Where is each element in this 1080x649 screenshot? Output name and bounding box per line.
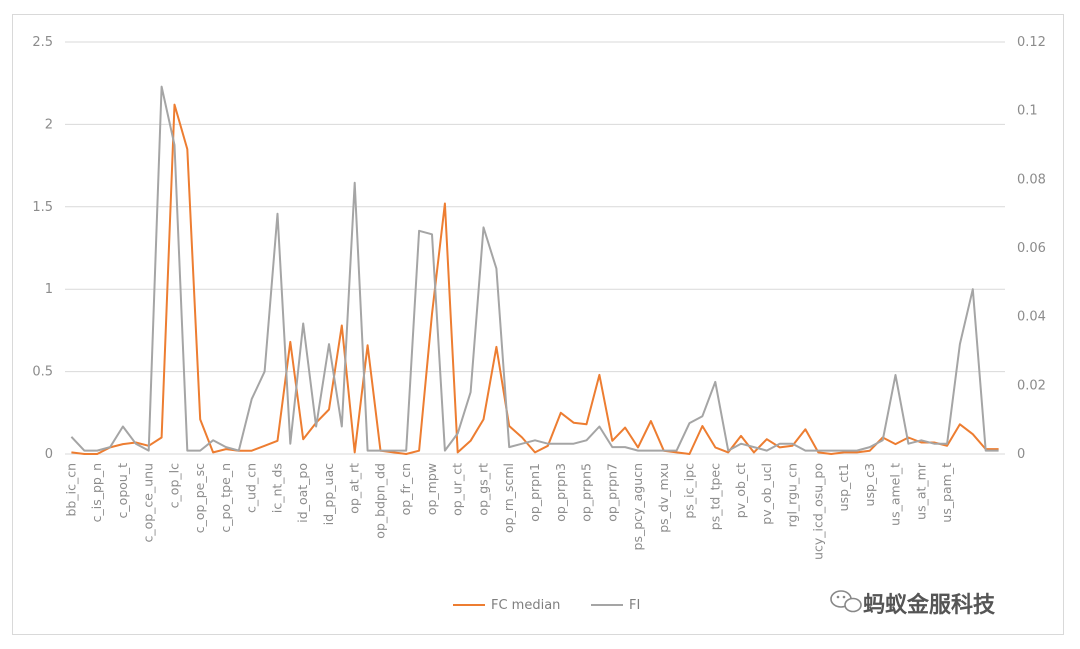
x-tick-label: us_at_mr [913, 462, 928, 520]
y-left-tick-label: 0.5 [32, 365, 53, 380]
x-tick-label: us_pam_t [939, 463, 954, 523]
x-axis: bb_ic_cn c_is_pp_n c_opou_t c_op_ce_unu c_op… [63, 462, 954, 560]
y-right-tick-label: 0.08 [1017, 172, 1046, 187]
x-tick-label: op_ur_ct [450, 463, 465, 516]
line-chart: 0 0.5 1 1.5 2 2.5 0 0.02 0.04 0.06 0.08 0.1 0.12 bb… [32, 35, 1046, 618]
series-line-fi [70, 85, 999, 452]
wechat-icon [830, 590, 862, 613]
x-tick-label: pv_ob_ct [733, 463, 748, 518]
x-tick-label: op_gs_rt [475, 463, 490, 516]
x-tick-label: ucy_icd_osu_po [810, 463, 825, 560]
x-tick-label: op_prpn3 [553, 463, 568, 522]
x-tick-label: op_rn_scml [501, 463, 516, 533]
x-tick-label: ps_dv_mxu [656, 463, 671, 533]
x-tick-label: c_op_pe_sc [192, 463, 207, 533]
x-tick-label: c_opou_t [115, 463, 130, 519]
x-tick-label: pv_ob_ucl [759, 463, 774, 525]
x-tick-label: c_op_ce_unu [141, 463, 156, 543]
x-tick-label: op_mpw [424, 463, 439, 515]
x-tick-label: rgl_rgu_cn [785, 463, 800, 527]
series-line-fc-median [71, 103, 999, 455]
watermark: 蚂蚁金服科技 [830, 590, 996, 618]
x-tick-label: op_bdpn_dd [372, 463, 387, 539]
x-tick-label: ps_td_tpec [707, 463, 722, 530]
x-tick-label: ic_nt_ds [269, 463, 284, 513]
x-tick-label: c_op_lc [166, 463, 181, 508]
x-tick-label: usp_c3 [862, 463, 877, 506]
legend-label: FI [629, 598, 640, 613]
series-lines [70, 85, 999, 455]
x-tick-label: usp_ct1 [836, 463, 851, 511]
x-tick-label: op_at_rt [347, 463, 362, 514]
y-right-tick-label: 0 [1017, 447, 1025, 462]
x-tick-label: op_prpn1 [527, 463, 542, 522]
x-tick-label: op_prpn7 [604, 463, 619, 522]
x-tick-label: ps_ic_ipc [682, 463, 697, 519]
chart-frame: 0 0.5 1 1.5 2 2.5 0 0.02 0.04 0.06 0.08 0.1 0.12 bb… [12, 14, 1064, 635]
x-tick-label: c_is_pp_n [89, 463, 104, 522]
y-axis-right: 0 0.02 0.04 0.06 0.08 0.1 0.12 [1017, 35, 1046, 462]
x-tick-label: c_po_tpe_n [218, 463, 233, 533]
gridlines [65, 41, 1005, 455]
y-axis-left: 0 0.5 1 1.5 2 2.5 [32, 35, 53, 462]
x-tick-label: op_fr_cn [398, 463, 413, 515]
x-tick-label: c_ud_cn [244, 463, 259, 513]
x-tick-label: op_prpn5 [579, 463, 594, 522]
y-left-tick-label: 2 [45, 117, 53, 132]
y-right-tick-label: 0.02 [1017, 378, 1046, 393]
x-tick-label: us_amel_t [888, 463, 903, 526]
y-right-tick-label: 0.06 [1017, 241, 1046, 256]
y-right-tick-label: 0.12 [1017, 35, 1046, 50]
y-left-tick-label: 1.5 [32, 200, 53, 215]
legend: FC median FI [453, 598, 640, 613]
x-tick-label: id_pp_uac [321, 463, 336, 525]
y-right-tick-label: 0.04 [1017, 310, 1046, 325]
watermark-text: 蚂蚁金服科技 [863, 592, 996, 618]
y-left-tick-label: 1 [45, 282, 53, 297]
x-tick-label: id_oat_po [295, 463, 310, 523]
x-tick-label: bb_ic_cn [63, 463, 78, 517]
legend-label: FC median [491, 598, 560, 613]
y-left-tick-label: 0 [45, 447, 53, 462]
y-left-tick-label: 2.5 [32, 35, 53, 50]
x-tick-label: ps_pcy_agucn [630, 463, 645, 550]
y-right-tick-label: 0.1 [1017, 104, 1038, 119]
